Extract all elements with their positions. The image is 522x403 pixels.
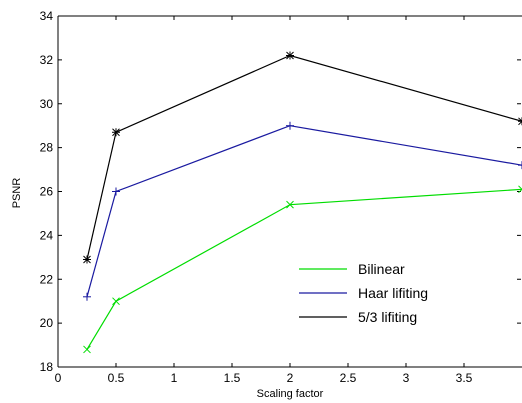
legend-entry: Bilinear [358,261,405,277]
series-line-0 [86,188,522,350]
legend: Bilinear Haar lifiting 5/3 lifiting [299,261,428,325]
series-line-2 [86,54,522,260]
data-point [286,121,294,130]
data-point [518,161,522,170]
x-axis-label: Scaling factor [257,388,324,400]
x-tick-label: 3.5 [456,371,473,385]
y-tick-label: 22 [40,272,54,286]
data-point [112,297,120,306]
series-lines [86,54,522,350]
data-point [286,200,294,209]
y-axis-label: PSNR [11,178,23,209]
y-tick-label: 28 [40,141,54,155]
data-point [83,255,91,264]
data-point [518,117,522,126]
x-tick-label: 1 [171,371,178,385]
data-point [286,51,294,60]
legend-entry: Haar lifiting [358,285,428,301]
series-markers [83,51,522,354]
y-tick-label: 20 [40,316,54,330]
y-tick-label: 18 [40,360,54,374]
data-point [83,292,91,301]
x-tick-label: 1.5 [224,371,241,385]
data-point [112,128,120,137]
y-tick-label: 26 [40,185,54,199]
y-tick-label: 32 [40,53,54,67]
legend-entry: 5/3 lifiting [358,309,417,325]
data-point [518,185,522,194]
y-tick-label: 34 [40,9,54,23]
x-tick-label: 3 [403,371,410,385]
x-axis-ticks: 0 0.5 1 1.5 2 2.5 3 3.5 [55,16,473,385]
data-point [112,187,120,196]
y-tick-label: 30 [40,97,54,111]
x-tick-label: 2 [287,371,294,385]
data-point [83,345,91,354]
series-line-1 [86,125,522,297]
y-tick-label: 24 [40,228,54,242]
x-tick-label: 0.5 [108,371,125,385]
y-axis-ticks: 18 20 22 24 26 28 30 32 34 [40,9,521,374]
x-tick-label: 0 [55,371,62,385]
x-tick-label: 2.5 [340,371,357,385]
